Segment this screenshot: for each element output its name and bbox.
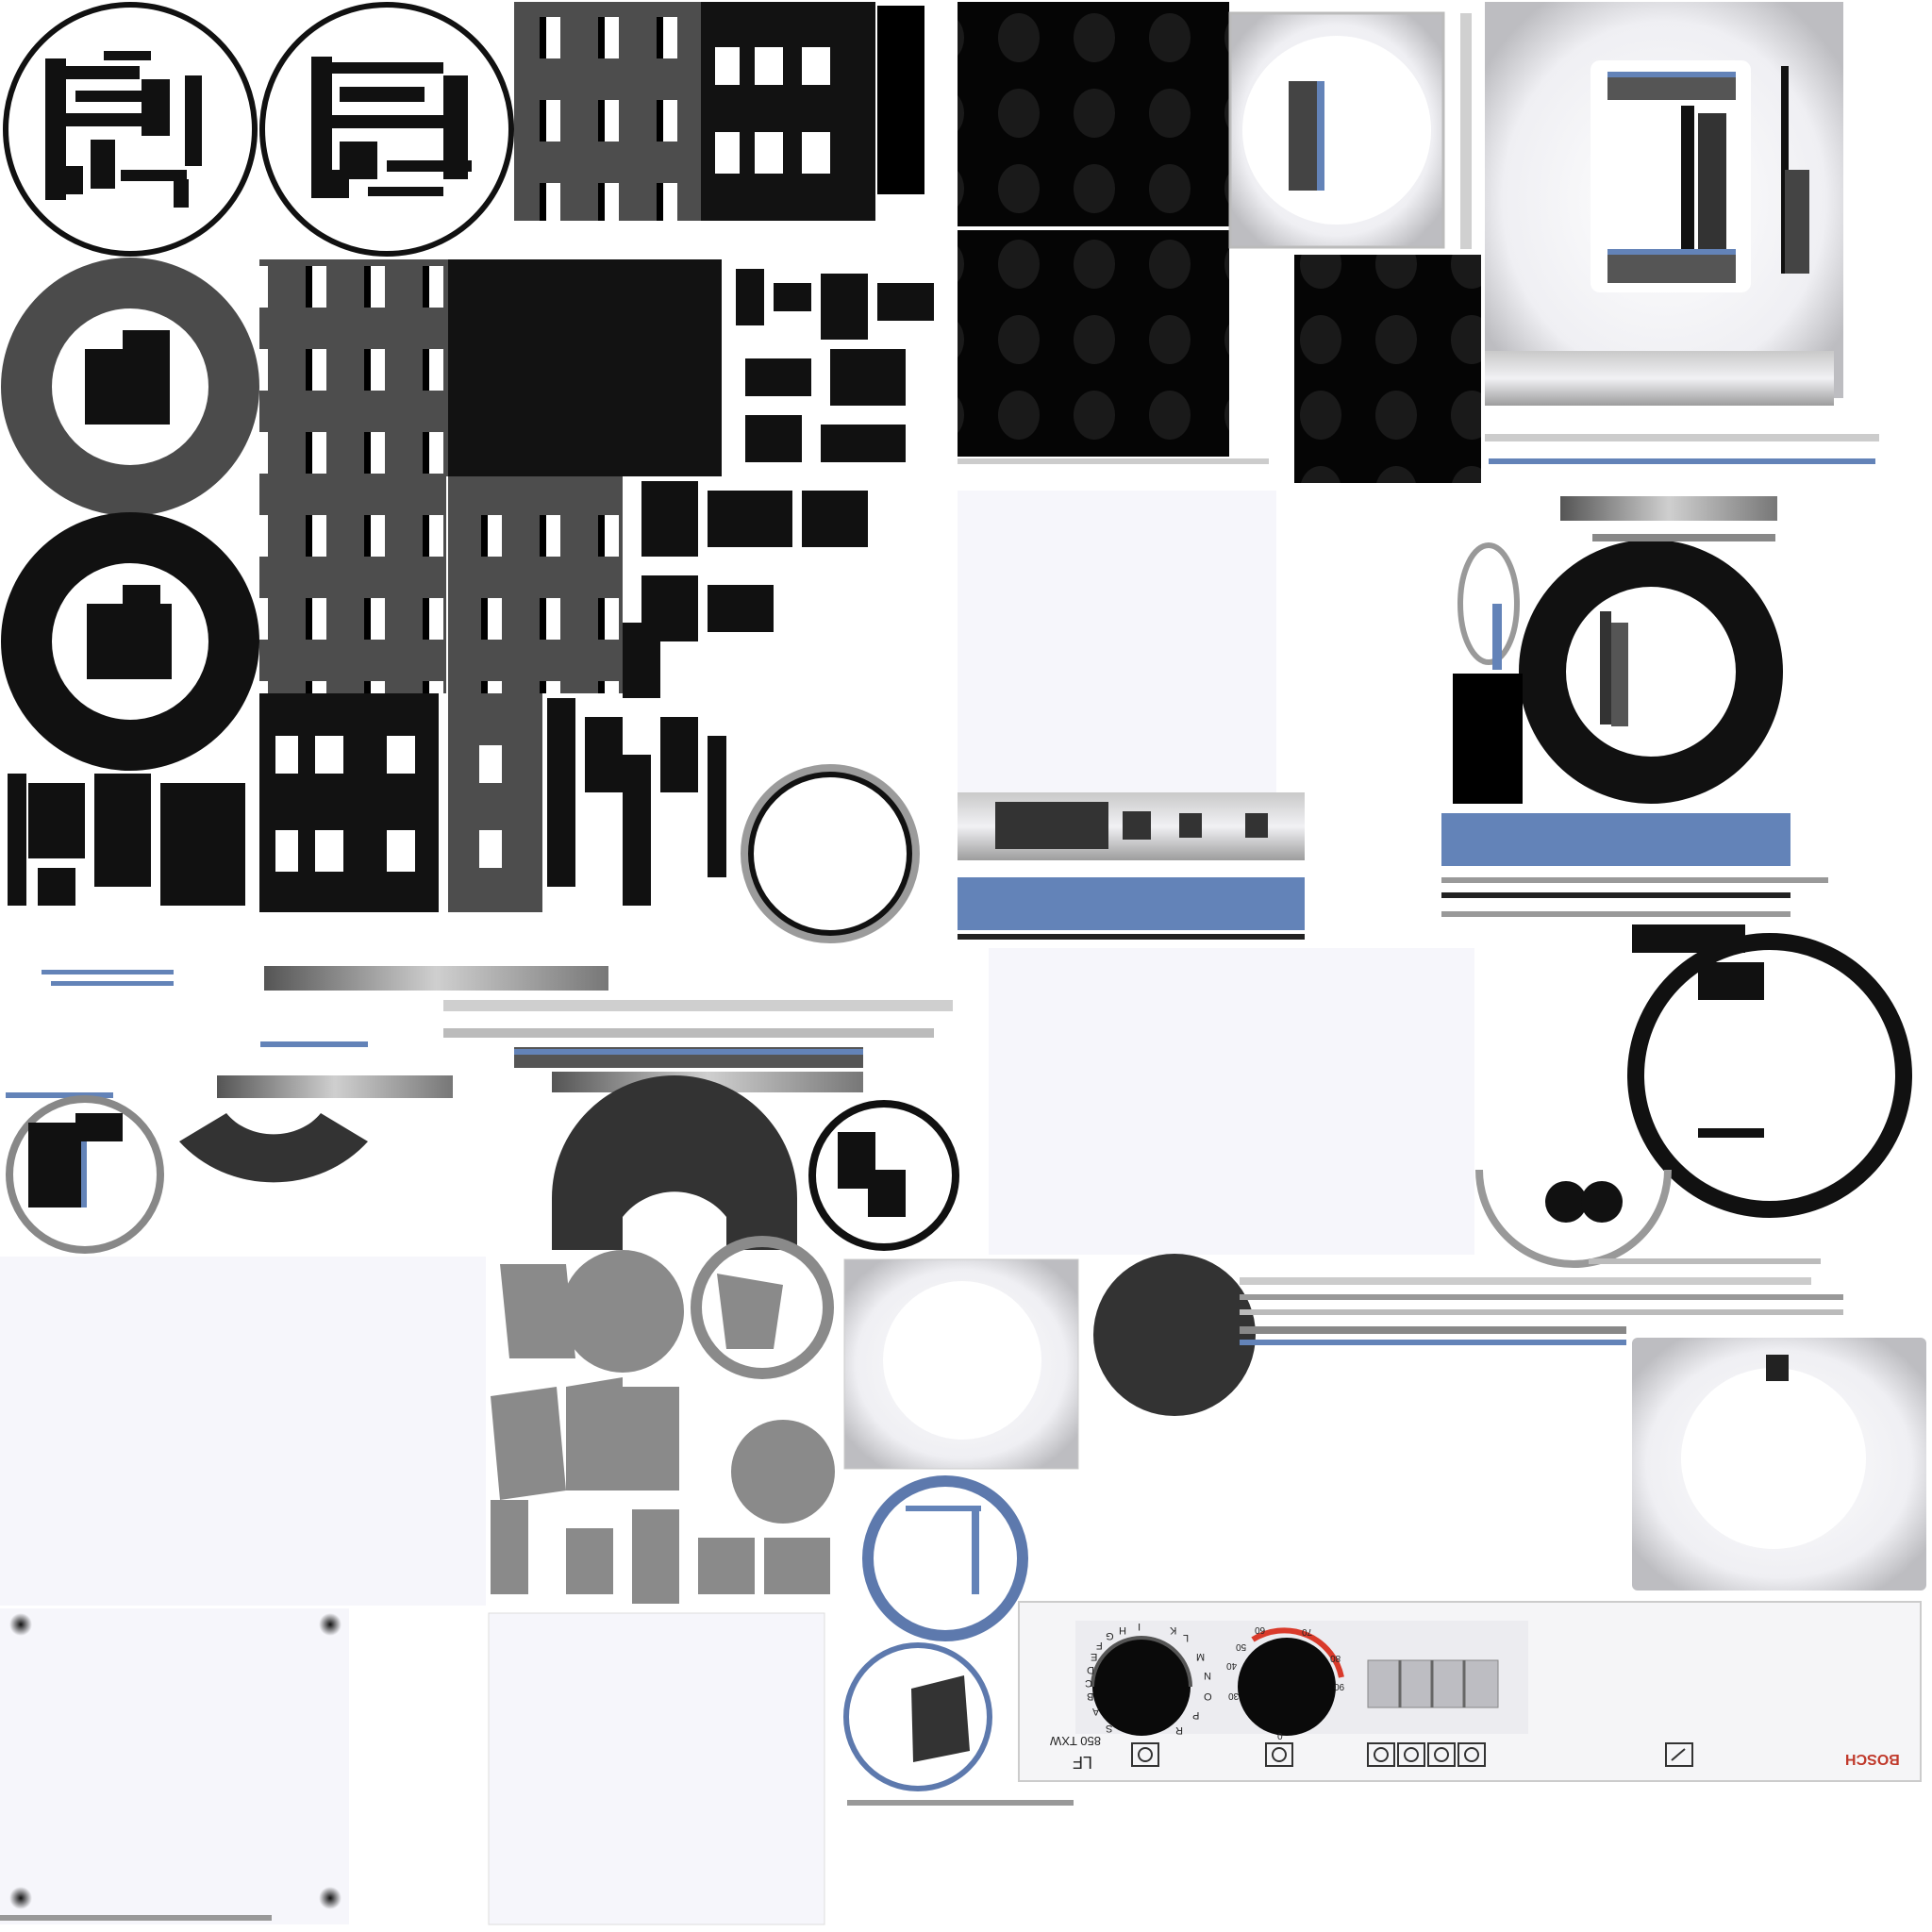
- trim-strips-left: [6, 966, 953, 1098]
- dial-letter-s: S: [1106, 1723, 1113, 1734]
- fragment-cluster-2: [8, 774, 245, 906]
- control-panel: [1018, 1601, 1922, 1782]
- blank-panel-center: [989, 948, 1474, 1255]
- dial-letter-d: D: [1087, 1664, 1094, 1675]
- dial-letter-f: F: [1096, 1640, 1103, 1651]
- seal-ring-thin: [741, 764, 920, 943]
- dial-letter-o: O: [1204, 1690, 1212, 1702]
- program-dial: [1091, 1636, 1192, 1736]
- dial-letter-k: K: [1170, 1624, 1177, 1636]
- temp-mark-0: 0: [1277, 1730, 1283, 1740]
- icon-strip: [1131, 1742, 1693, 1767]
- model-label-line1: LF: [1073, 1753, 1093, 1772]
- louvre-panel-mid: [259, 259, 722, 912]
- dial-letter-i: I: [1138, 1621, 1141, 1632]
- temp-mark-90: 90: [1334, 1681, 1345, 1691]
- dial-letter-g: G: [1106, 1630, 1114, 1641]
- dial-letter-e: E: [1091, 1651, 1098, 1662]
- brand-logo: BOSCH: [1845, 1751, 1900, 1767]
- seal-ring-black: [1, 512, 259, 771]
- louvre-panel-top-1: [514, 2, 701, 221]
- arc-segment-2: [552, 1075, 797, 1250]
- temp-mark-70: 70: [1302, 1626, 1313, 1637]
- dial-letter-c: C: [1085, 1677, 1092, 1689]
- blank-panel-mid: [958, 491, 1305, 940]
- blank-panel-bottom-left: [0, 1257, 825, 1925]
- temp-mark-80: 80: [1330, 1653, 1341, 1663]
- door-frame-top-right: [1485, 2, 1879, 464]
- dial-letter-l: L: [1183, 1632, 1190, 1643]
- drum-face-circle-1: [3, 2, 258, 257]
- trim-strips-right: [1240, 1258, 1843, 1345]
- louvre-panel-top-2: [701, 2, 924, 221]
- drum-face-circle-2: [259, 2, 514, 257]
- dial-letter-a: A: [1092, 1706, 1100, 1717]
- temp-mark-50: 50: [1236, 1641, 1247, 1652]
- seal-ring-grey: [1, 258, 259, 516]
- push-button-row: [1367, 1659, 1499, 1708]
- temp-mark-40: 40: [1226, 1660, 1238, 1671]
- seal-ring-blue-2: [843, 1642, 1074, 1806]
- seal-ring-mid: [808, 1100, 959, 1251]
- arc-segment-1: [179, 1113, 368, 1183]
- seal-ring-blue-1: [862, 1475, 1028, 1641]
- fragment-cluster-1: [547, 269, 934, 906]
- door-ring-right: [1441, 492, 1828, 917]
- temp-mark-60: 60: [1255, 1624, 1266, 1635]
- dial-letter-h: H: [1119, 1624, 1126, 1636]
- dial-letter-b: B: [1087, 1690, 1094, 1702]
- porthole-bezel-bottom-right: [1632, 1338, 1926, 1591]
- porthole-bezel-mid: [843, 1254, 1256, 1470]
- seal-ring-small: [6, 1095, 164, 1254]
- model-label-line2: 850 TXW: [1050, 1734, 1101, 1748]
- dial-letter-r: R: [1175, 1724, 1183, 1736]
- dial-letter-n: N: [1204, 1670, 1211, 1681]
- porthole-bezel-top: [1228, 11, 1472, 249]
- dial-letter-m: M: [1196, 1651, 1206, 1662]
- dial-letter-p: P: [1192, 1709, 1200, 1721]
- dark-mesh-panel-2: [1294, 255, 1481, 483]
- dark-mesh-panel-1: [958, 2, 1269, 464]
- door-ring-large: [1475, 924, 1912, 1268]
- grey-fragments: [491, 1236, 835, 1604]
- temp-mark-30: 30: [1228, 1690, 1240, 1701]
- temperature-dial: [1238, 1627, 1344, 1736]
